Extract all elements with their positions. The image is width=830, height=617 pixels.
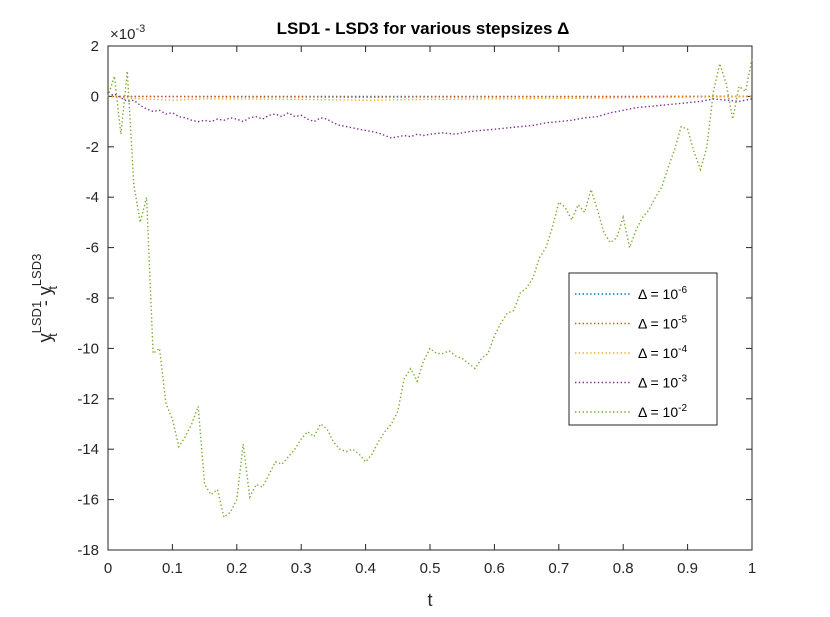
legend-entry-1: Δ = 10-5 xyxy=(638,315,687,332)
legend-entry-4: Δ = 10-2 xyxy=(638,403,687,420)
x-axis-ticks: 0 0.1 0.2 0.3 0.4 0.5 0.6 0.7 0.8 0.9 1 xyxy=(104,46,756,577)
y-tick-label: -10 xyxy=(77,340,99,357)
x-tick-label: 0.4 xyxy=(355,560,376,577)
y-tick-label: -14 xyxy=(77,441,99,458)
x-tick-label: 0.5 xyxy=(420,560,441,577)
x-tick-label: 0.1 xyxy=(162,560,183,577)
y-tick-label: 2 xyxy=(91,38,99,55)
x-tick-label: 1 xyxy=(748,560,756,577)
legend: Δ = 10-6 Δ = 10-5 Δ = 10-4 Δ = 10-3 Δ = 10-2 xyxy=(568,272,718,426)
legend-box xyxy=(568,272,718,426)
x-tick-label: 0.8 xyxy=(613,560,634,577)
series-line-4 xyxy=(107,58,753,519)
chart-title: LSD1 - LSD3 for various stepsizes Δ xyxy=(277,19,570,38)
y-tick-label: 0 xyxy=(91,88,99,105)
y-axis-ticks: -18 -16 -14 -12 -10 -8 -6 -4 -2 0 2 xyxy=(77,38,752,559)
y-tick-label: -18 xyxy=(77,542,99,559)
y-axis-label: yLSD1t - yLSD3t xyxy=(29,254,60,343)
x-tick-label: 0.7 xyxy=(548,560,569,577)
x-tick-label: 0.6 xyxy=(484,560,505,577)
series-lines xyxy=(107,58,753,519)
x-tick-label: 0 xyxy=(104,560,112,577)
x-tick-label: 0.3 xyxy=(291,560,312,577)
y-tick-label: -8 xyxy=(86,290,99,307)
legend-entry-0: Δ = 10-6 xyxy=(638,285,687,302)
y-tick-label: -16 xyxy=(77,492,99,509)
y-tick-label: -12 xyxy=(77,391,99,408)
legend-entry-3: Δ = 10-3 xyxy=(638,374,687,391)
legend-entry-2: Δ = 10-4 xyxy=(638,344,687,361)
y-tick-label: -4 xyxy=(86,189,99,206)
y-tick-label: -6 xyxy=(86,240,99,257)
series-line-1 xyxy=(107,95,752,98)
x-tick-label: 0.2 xyxy=(226,560,247,577)
y-tick-label: -2 xyxy=(86,139,99,156)
x-axis-label: t xyxy=(427,590,432,610)
y-axis-exponent-label: ×10-3 xyxy=(110,23,145,43)
x-tick-label: 0.9 xyxy=(677,560,698,577)
